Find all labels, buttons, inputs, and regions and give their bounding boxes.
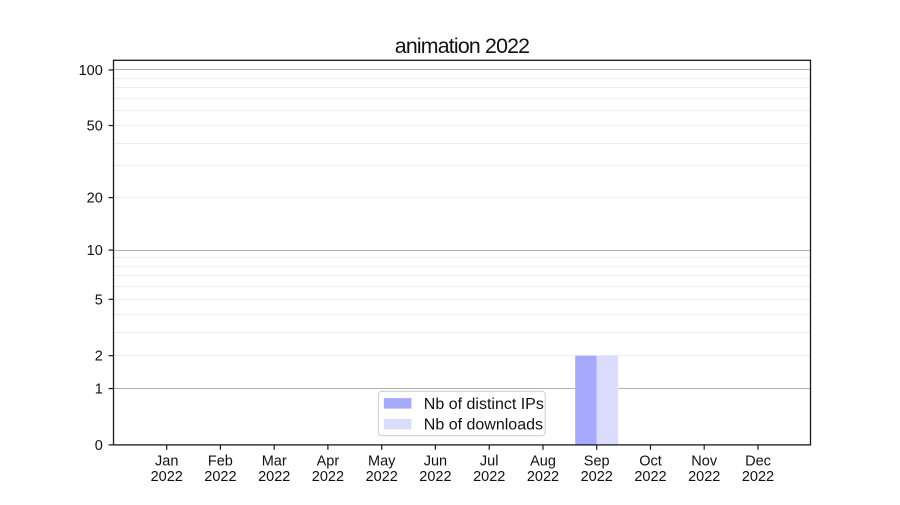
svg-text:2022: 2022 [312,469,344,485]
svg-text:Nb of distinct IPs: Nb of distinct IPs [424,396,544,413]
svg-text:2022: 2022 [366,469,398,485]
svg-text:Oct: Oct [639,454,662,470]
svg-text:Sep: Sep [584,454,610,470]
svg-text:5: 5 [95,292,103,308]
svg-text:2022: 2022 [634,469,666,485]
svg-text:2022: 2022 [742,469,774,485]
svg-text:animation 2022: animation 2022 [395,34,529,58]
svg-text:Nov: Nov [691,454,718,470]
svg-text:10: 10 [87,243,103,259]
svg-text:2022: 2022 [473,469,505,485]
svg-text:2: 2 [95,349,103,365]
svg-text:2022: 2022 [151,469,183,485]
svg-text:Feb: Feb [208,454,233,470]
svg-text:2022: 2022 [527,469,559,485]
svg-text:100: 100 [79,63,103,79]
svg-text:2022: 2022 [258,469,290,485]
svg-text:Dec: Dec [745,454,771,470]
svg-text:Nb of downloads: Nb of downloads [424,417,543,434]
svg-text:Apr: Apr [317,454,340,470]
svg-text:2022: 2022 [581,469,613,485]
svg-text:Jul: Jul [480,454,499,470]
svg-text:Aug: Aug [530,454,556,470]
svg-text:Mar: Mar [262,454,287,470]
svg-text:2022: 2022 [688,469,720,485]
svg-text:2022: 2022 [419,469,451,485]
svg-text:2022: 2022 [204,469,236,485]
svg-text:0: 0 [95,438,103,454]
svg-text:May: May [368,454,396,470]
svg-text:50: 50 [87,119,103,135]
svg-text:20: 20 [87,191,103,207]
svg-text:1: 1 [95,382,103,398]
svg-text:Jan: Jan [155,454,178,470]
svg-text:Jun: Jun [424,454,447,470]
